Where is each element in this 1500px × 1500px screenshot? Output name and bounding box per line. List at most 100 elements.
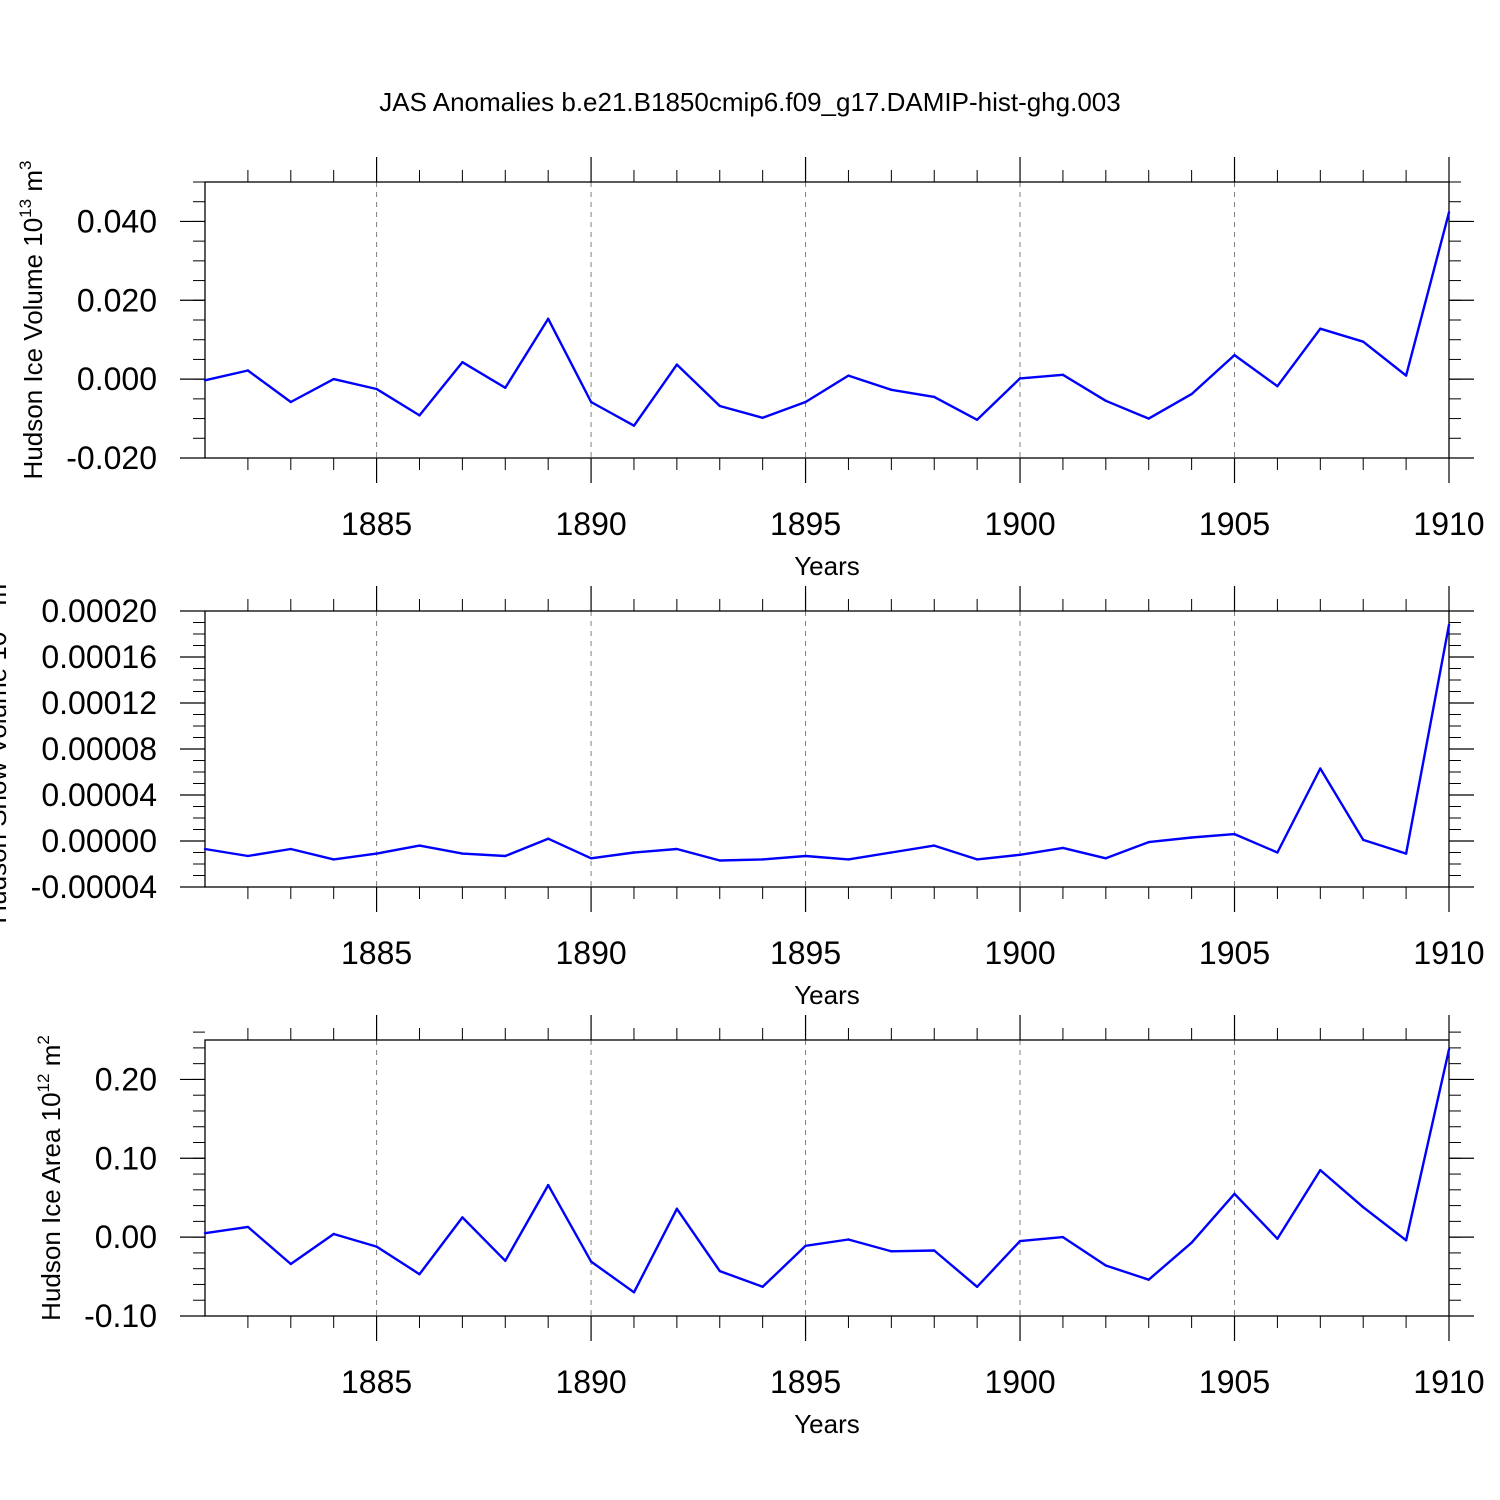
y-tick-label: 0.20 [95,1061,157,1097]
y-tick-label: 0.00004 [41,777,157,813]
data-point [1147,1278,1150,1281]
data-point [546,837,550,840]
x-tick-label: 1900 [984,1364,1055,1400]
x-tick-label: 1905 [1199,935,1270,971]
data-point [1319,1168,1322,1172]
y-tick-label: -0.00004 [31,869,157,905]
y-tick-label: 0.00012 [41,685,157,721]
data-point [589,857,593,860]
data-point [933,395,936,399]
y-axis-label: Hudson Snow Volume 1013 m3 [0,574,12,923]
data-point [1147,840,1150,844]
y-tick-label: 0.020 [77,282,157,318]
data-point [975,1285,979,1289]
x-tick-label: 1895 [770,935,841,971]
x-tick-label: 1895 [770,506,841,542]
panels: -0.020 0.000 0.020 0.040 1885 1890 1895 1900 190… [0,157,1485,1439]
data-point [203,1232,207,1235]
y-tick-label: -0.10 [84,1298,157,1334]
data-point [890,851,893,854]
data-point [1276,1237,1279,1240]
data-point [847,858,850,861]
y-tick-label: 0.10 [95,1140,157,1176]
data-point [1447,1048,1451,1051]
data-point [418,414,421,417]
data-point [1061,373,1065,377]
x-tick-label: 1885 [341,506,412,542]
data-point [1190,836,1193,839]
panel-2: -0.00004 0.00000 0.00004 0.00008 0.00012 0.00… [0,574,1485,1010]
data-point [1104,857,1108,860]
data-point [1362,1205,1365,1209]
data-point [1190,1241,1193,1244]
y-tick-label: 0.00 [95,1219,157,1255]
data-point [289,847,292,851]
data-point [718,1269,721,1273]
data-point [1190,392,1193,396]
data-point [289,1262,292,1266]
data-point [933,1249,936,1252]
data-point [546,317,550,321]
x-tick-label: 1890 [555,1364,626,1400]
data-point [461,852,464,855]
x-tick-label: 1910 [1413,935,1484,971]
data-point [1233,353,1236,357]
data-point [1404,1239,1408,1242]
figure-title: JAS Anomalies b.e21.B1850cmip6.f09_g17.D… [379,87,1120,117]
data-point [1404,374,1408,377]
y-tick-label: 0.00008 [41,731,157,767]
data-point [375,387,378,391]
data-point [975,858,979,861]
y-tick-label: 0.00000 [41,823,157,859]
data-point [1061,846,1065,850]
data-point [589,1260,593,1263]
data-point [761,1285,764,1289]
data-point [1018,853,1022,856]
data-point [718,404,721,408]
data-point [1018,1239,1022,1243]
data-point [847,1238,850,1241]
data-point [718,859,721,862]
data-point [332,1232,335,1236]
x-tick-label: 1895 [770,1364,841,1400]
data-point [461,1216,464,1219]
x-axis-label: Years [794,980,860,1010]
data-point [246,854,250,858]
data-point [632,424,636,427]
data-point [504,1259,507,1263]
data-point [1233,832,1236,836]
data-point [1147,417,1150,420]
y-axis-label: Hudson Ice Volume 1013 m3 [16,161,48,480]
data-point [890,1250,893,1253]
data-point [418,844,421,847]
data-point [675,363,679,366]
data-point [1104,1264,1108,1267]
data-point [890,388,893,391]
x-tick-label: 1910 [1413,506,1484,542]
data-point [804,854,807,858]
data-point [1319,327,1322,330]
data-point [246,369,250,372]
data-point [1233,1192,1236,1195]
series-line [204,624,1451,862]
data-point [246,1225,250,1229]
data-point [1362,838,1365,842]
panel-1: -0.020 0.000 0.020 0.040 1885 1890 1895 1900 190… [16,157,1485,581]
data-point [847,374,850,377]
data-point [332,377,335,381]
data-point [418,1273,421,1276]
data-point [1276,385,1279,388]
x-tick-label: 1900 [984,935,1055,971]
x-tick-label: 1890 [555,935,626,971]
data-point [461,360,464,364]
data-point [375,1245,378,1248]
data-point [1104,399,1108,403]
data-point [933,844,936,847]
data-point [546,1183,550,1187]
data-point [1319,767,1322,770]
y-tick-label: 0.00016 [41,639,157,675]
data-point [1447,623,1451,626]
x-tick-label: 1885 [341,935,412,971]
x-tick-label: 1900 [984,506,1055,542]
